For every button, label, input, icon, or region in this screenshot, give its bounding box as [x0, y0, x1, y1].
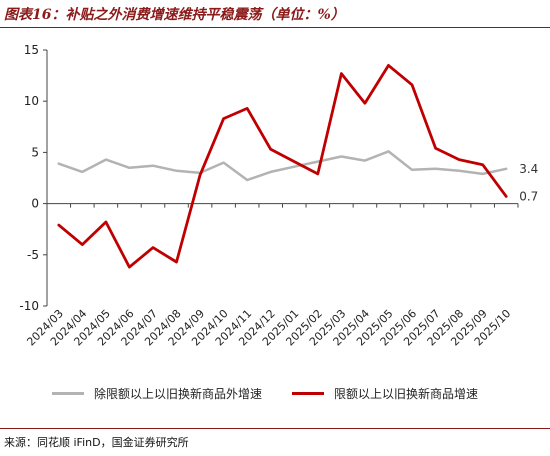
- series-line-gray: [57, 150, 508, 182]
- y-tick-label: -5: [27, 248, 39, 262]
- legend-swatch-gray: [52, 392, 84, 395]
- legend-label-gray: 除限额以上以旧换新商品外增速: [94, 387, 263, 401]
- y-tick-label: 0: [31, 197, 39, 211]
- legend-label-red: 限额以上以旧换新商品增速: [334, 387, 479, 401]
- y-tick-label: -10: [19, 299, 39, 313]
- legend-item-gray: 除限额以上以旧换新商品外增速: [52, 385, 262, 402]
- end-label-red: 0.7: [519, 189, 538, 203]
- series-line-red: [57, 64, 508, 269]
- footer-rule: [0, 428, 550, 429]
- title-rule: [0, 27, 550, 28]
- line-chart: -10-50510152024/032024/042024/052024/062…: [19, 43, 538, 348]
- chart-title: 图表16：补贴之外消费增速维持平稳震荡（单位：%）: [4, 7, 345, 23]
- source-note: 来源：同花顺 iFinD，国金证券研究所: [4, 436, 189, 449]
- legend: 除限额以上以旧换新商品外增速 限额以上以旧换新商品增速: [0, 385, 550, 403]
- legend-swatch-red: [292, 392, 324, 395]
- y-tick-label: 5: [31, 145, 39, 159]
- legend-item-red: 限额以上以旧换新商品增速: [292, 385, 478, 402]
- end-label-gray: 3.4: [519, 162, 538, 176]
- y-tick-label: 10: [24, 94, 39, 108]
- y-tick-label: 15: [24, 43, 39, 57]
